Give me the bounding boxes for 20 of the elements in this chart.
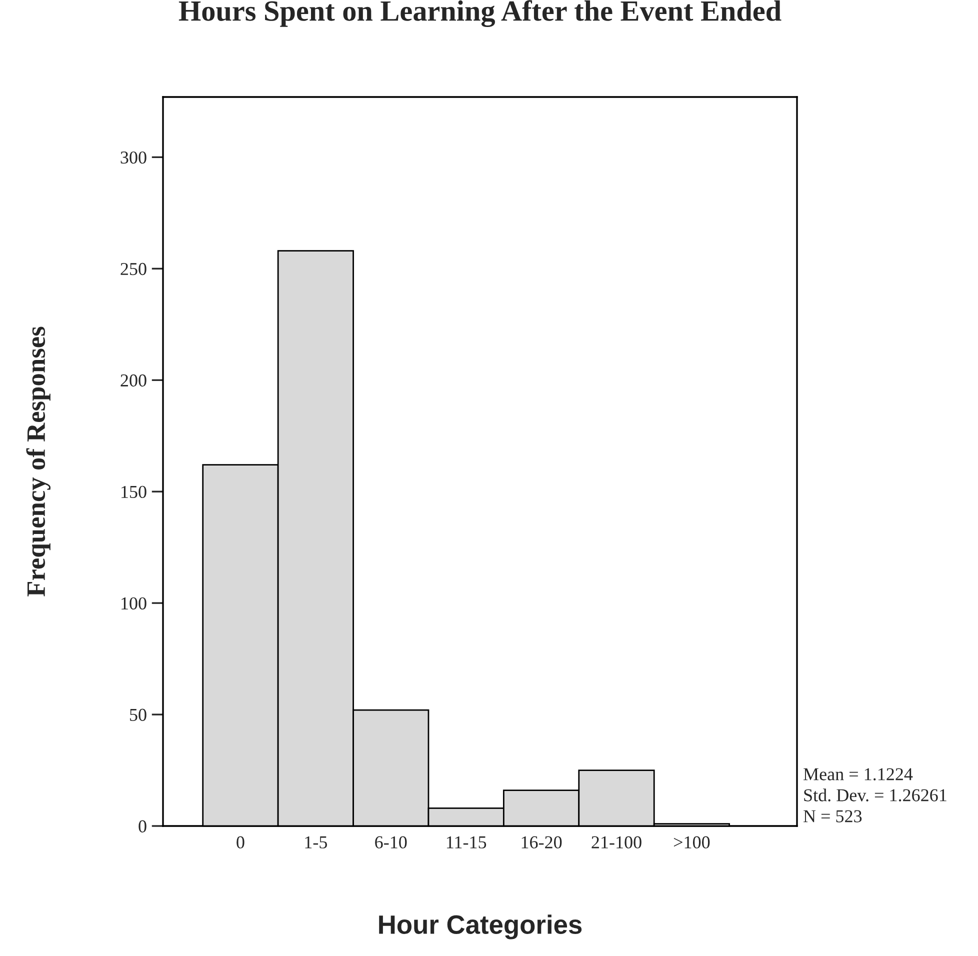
x-tick-label: 0 bbox=[236, 836, 244, 848]
y-tick-label: 100 bbox=[122, 597, 146, 610]
x-tick-label: >100 bbox=[674, 836, 710, 848]
x-tick-label: 16-20 bbox=[522, 836, 562, 848]
x-tick-label: 1-5 bbox=[305, 836, 327, 848]
x-tick-label: 6-10 bbox=[375, 836, 407, 848]
text: Mean = 1.1224 bbox=[804, 768, 913, 780]
x-axis-title: Hour Categories bbox=[379, 914, 582, 940]
x-tick-label: 21-100 bbox=[592, 836, 642, 848]
text: Std. Dev. = 1.26261 bbox=[804, 788, 946, 802]
y-tick-label: 250 bbox=[120, 262, 146, 276]
y-tick-label: 150 bbox=[122, 486, 146, 498]
y-tick-label: 200 bbox=[120, 374, 146, 387]
y-tick-label: 300 bbox=[120, 151, 146, 164]
x-tick-label: 11-15 bbox=[446, 836, 486, 848]
chart-title: Hours Spent on Learning After the Event Ended bbox=[178, 0, 782, 28]
y-tick-label: 0 bbox=[138, 820, 146, 832]
y-axis-title: Frequency of Responses bbox=[26, 326, 50, 596]
text: N = 523 bbox=[804, 810, 862, 822]
y-tick-label: 50 bbox=[130, 708, 146, 721]
